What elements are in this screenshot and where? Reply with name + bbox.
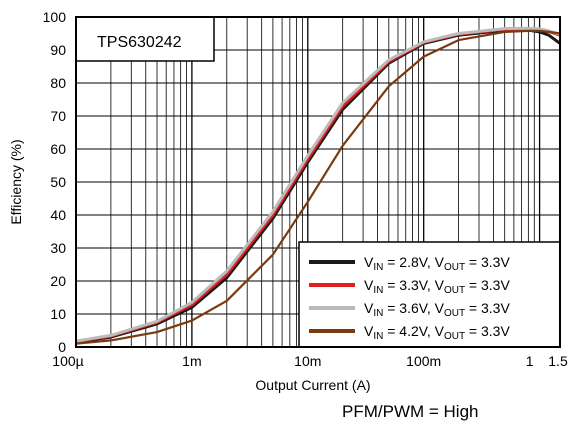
y-tick-label: 100 bbox=[43, 9, 67, 25]
tick-labels: 0 10 20 30 40 50 60 70 80 90 100 100µ 1m 10m 100m 1 1.5 bbox=[43, 9, 568, 369]
y-tick-label: 60 bbox=[50, 141, 66, 157]
series-lines bbox=[75, 26, 561, 345]
y-tick-label: 10 bbox=[50, 306, 66, 322]
title-box-frame bbox=[75, 16, 215, 62]
x-axis-label: Output Current (A) bbox=[255, 377, 370, 393]
y-tick-label: 70 bbox=[50, 108, 66, 124]
legend-label: VIN = 2.8V, VOUT = 3.3V bbox=[364, 254, 510, 273]
x-tick-label: 100µ bbox=[52, 353, 83, 369]
y-tick-label: 20 bbox=[50, 273, 66, 289]
x-tick-label: 1m bbox=[182, 353, 201, 369]
x-tick-label: 1 bbox=[526, 353, 534, 369]
legend-label: VIN = 3.3V, VOUT = 3.3V bbox=[364, 277, 510, 296]
x-tick-label: 1.5 bbox=[548, 353, 568, 369]
y-tick-label: 80 bbox=[50, 75, 66, 91]
y-tick-label: 30 bbox=[50, 240, 66, 256]
y-tick-label: 50 bbox=[50, 174, 66, 190]
x-tick-label: 100m bbox=[406, 353, 441, 369]
y-tick-label: 90 bbox=[50, 42, 66, 58]
chart-title-box: TPS630242 bbox=[75, 16, 215, 62]
y-axis-label: Efficiency (%) bbox=[8, 139, 24, 224]
legend: VIN = 2.8V, VOUT = 3.3V VIN = 3.3V, VOUT … bbox=[298, 241, 561, 348]
legend-label: VIN = 3.6V, VOUT = 3.3V bbox=[364, 300, 510, 319]
y-tick-label: 40 bbox=[50, 207, 66, 223]
chart-title: TPS630242 bbox=[97, 34, 182, 51]
mode-note: PFM/PWM = High bbox=[342, 402, 479, 421]
y-tick-label: 0 bbox=[58, 339, 66, 355]
x-tick-label: 10m bbox=[294, 353, 321, 369]
series-line-4 bbox=[75, 29, 561, 345]
plot-frame bbox=[75, 16, 561, 348]
series-line-3 bbox=[75, 26, 561, 343]
legend-label: VIN = 4.2V, VOUT = 3.3V bbox=[364, 323, 510, 342]
